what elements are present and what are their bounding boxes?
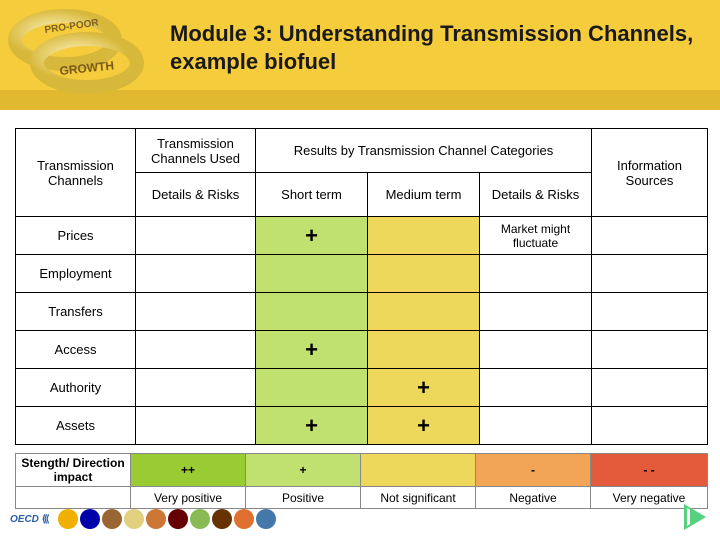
table-row: Prices + Market might fluctuate [16,217,708,255]
cell-info-sources [592,293,708,331]
cell-info-sources [592,217,708,255]
footer-circle-icon [58,509,78,529]
cell-medium-term [368,217,480,255]
cell-short-term: + [256,331,368,369]
oecd-text: OECD [10,514,39,525]
footer-circle-icon [256,509,276,529]
cell-medium-term [368,293,480,331]
footer-icon-strip [58,509,276,529]
th-short-term: Short term [256,173,368,217]
page-title: Module 3: Understanding Transmission Cha… [170,20,700,75]
th-details-risks-2: Details & Risks [480,173,592,217]
th-results: Results by Transmission Channel Categori… [256,129,592,173]
cell-info-sources [592,369,708,407]
footer-circle-icon [212,509,232,529]
cell-note [480,331,592,369]
table-row: Access + [16,331,708,369]
footer-circle-icon [124,509,144,529]
next-arrow-icon-inner2 [690,509,703,525]
row-label: Employment [16,255,136,293]
cell-note: Market might fluctuate [480,217,592,255]
oecd-logo: OECD ⟨⟨⟨ [10,514,48,525]
oecd-chevrons-icon: ⟨⟨⟨ [42,514,48,525]
rings-graphic: PRO-POOR GROWTH [5,5,155,105]
th-details-risks-1: Details & Risks [136,173,256,217]
legend-symbol [361,454,476,487]
cell-medium-term: + [368,369,480,407]
cell-note [480,369,592,407]
main-table-area: Transmission Channels Transmission Chann… [0,110,720,445]
legend-symbol: - - [591,454,708,487]
legend-table: Stength/ Direction impact+++-- - Very po… [15,453,708,509]
cell-note [480,293,592,331]
cell-details-risks [136,369,256,407]
footer-circle-icon [146,509,166,529]
cell-details-risks [136,217,256,255]
cell-info-sources [592,407,708,445]
footer-circle-icon [168,509,188,529]
legend-symbol: + [246,454,361,487]
th-transmission-channels: Transmission Channels [16,129,136,217]
th-info-sources: Information Sources [592,129,708,217]
table-row: Assets ++ [16,407,708,445]
footer-circle-icon [102,509,122,529]
row-label: Access [16,331,136,369]
table-row: Employment [16,255,708,293]
cell-short-term [256,255,368,293]
legend-area: Stength/ Direction impact+++-- - Very po… [0,445,720,509]
cell-details-risks [136,331,256,369]
cell-info-sources [592,331,708,369]
footer-circle-icon [80,509,100,529]
header-band: PRO-POOR GROWTH Module 3: Understanding … [0,0,720,110]
cell-info-sources [592,255,708,293]
cell-short-term: + [256,407,368,445]
cell-medium-term [368,331,480,369]
cell-details-risks [136,407,256,445]
cell-details-risks [136,255,256,293]
footer-circle-icon [234,509,254,529]
table-row: Transfers [16,293,708,331]
cell-medium-term: + [368,407,480,445]
transmission-table: Transmission Channels Transmission Chann… [15,128,708,445]
cell-note [480,407,592,445]
cell-short-term: + [256,217,368,255]
cell-note [480,255,592,293]
table-row: Authority + [16,369,708,407]
row-label: Prices [16,217,136,255]
legend-symbol: ++ [131,454,246,487]
legend-symbol: - [476,454,591,487]
th-channels-used: Transmission Channels Used [136,129,256,173]
th-medium-term: Medium term [368,173,480,217]
cell-short-term [256,369,368,407]
row-label: Transfers [16,293,136,331]
cell-medium-term [368,255,480,293]
footer: OECD ⟨⟨⟨ [10,504,710,534]
cell-details-risks [136,293,256,331]
cell-short-term [256,293,368,331]
legend-header: Stength/ Direction impact [16,454,131,487]
row-label: Assets [16,407,136,445]
row-label: Authority [16,369,136,407]
footer-circle-icon [190,509,210,529]
